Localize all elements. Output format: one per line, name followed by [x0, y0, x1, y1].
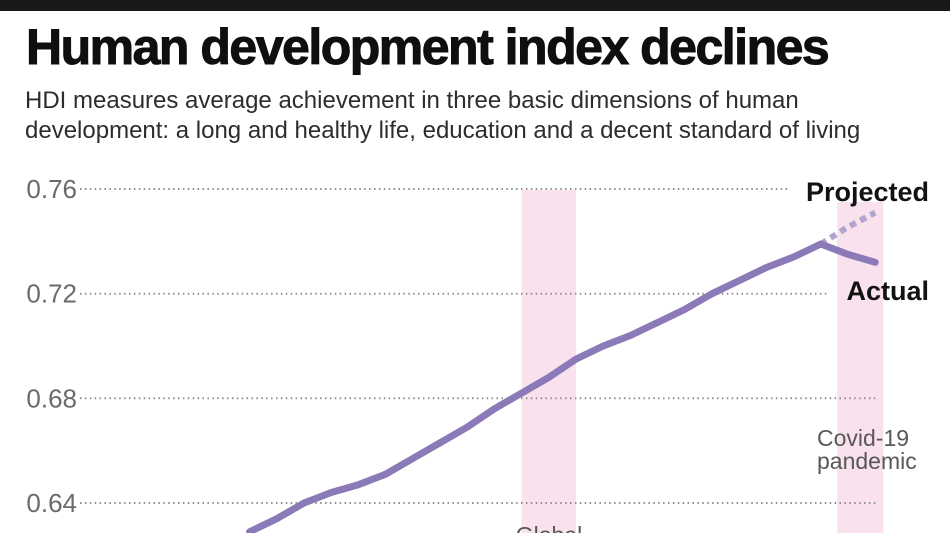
top-accent-bar	[0, 0, 950, 11]
subtitle-line-2: development: a long and healthy life, ed…	[25, 117, 861, 144]
subtitle-line-1: HDI measures average achievement in thre…	[25, 87, 799, 114]
covid-pandemic-label-line2: pandemic	[817, 448, 917, 474]
projected-label: Projected	[806, 177, 929, 207]
y-tick-label: 0.64	[26, 488, 77, 518]
y-tick-label: 0.76	[26, 174, 77, 204]
covid-pandemic-label-line1: Covid-19	[817, 425, 909, 451]
page-title: Human development index declines	[26, 19, 831, 75]
y-tick-label: 0.68	[26, 383, 77, 413]
actual-label: Actual	[846, 276, 929, 306]
gridlines	[80, 188, 878, 504]
global-crisis-label: Global	[516, 522, 582, 533]
series-lines	[246, 209, 879, 533]
y-tick-label: 0.72	[26, 279, 77, 309]
chart-subtitle: HDI measures average achievement in thre…	[25, 86, 925, 146]
actual-line	[246, 240, 879, 533]
y-axis-tick-labels: 0.76 0.72 0.68 0.64	[26, 174, 77, 518]
